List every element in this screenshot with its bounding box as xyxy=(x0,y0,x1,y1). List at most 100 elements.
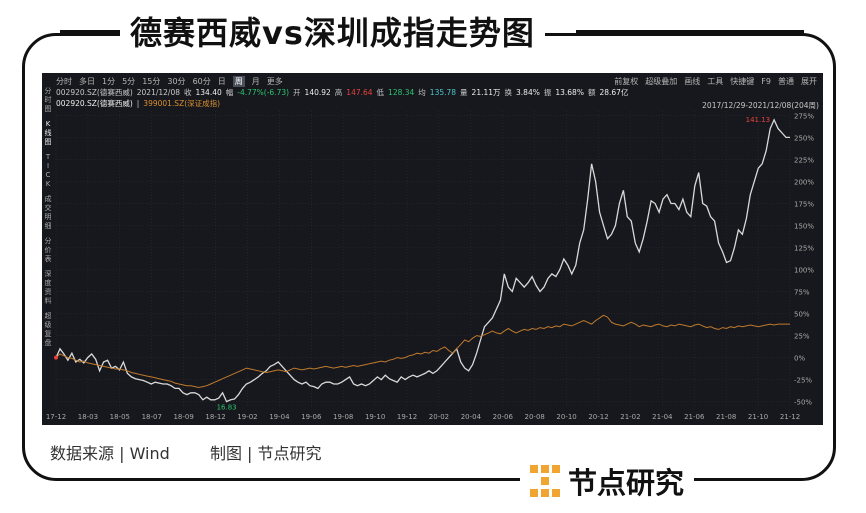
x-tick-label: 21-04 xyxy=(652,413,673,421)
turnover-label: 换 xyxy=(504,88,513,97)
x-tick-label: 21-02 xyxy=(620,413,640,421)
y-tick-label: 125% xyxy=(794,244,814,252)
left-sidebar: 分 时 图 K 线 图 T I C K 成 交 明 细分 价 表深 度 资 料超 级 … xyxy=(42,87,54,354)
turnover-value: 3.84% xyxy=(516,88,540,97)
toolbar-item[interactable]: 普通 xyxy=(778,77,794,86)
amplitude-label: 振 xyxy=(543,88,552,97)
amount-label: 额 xyxy=(587,88,596,97)
x-tick-label: 21-12 xyxy=(780,413,800,421)
y-tick-label: 200% xyxy=(794,178,814,186)
x-tick-label: 21-10 xyxy=(748,413,768,421)
brand-logo: 节点研究 xyxy=(520,458,695,504)
x-tick-label: 19-04 xyxy=(269,413,290,421)
x-tick-label: 18-09 xyxy=(173,413,193,421)
open-label: 开 xyxy=(293,88,301,97)
volume-label: 量 xyxy=(460,88,468,97)
y-tick-label: 150% xyxy=(794,222,814,230)
y-tick-label: 50% xyxy=(794,311,810,319)
page-title: 德赛西威vs深圳成指走势图 xyxy=(130,14,535,52)
brand-name: 节点研究 xyxy=(568,466,685,500)
toolbar-item[interactable]: 画线 xyxy=(684,77,701,86)
toolbar-item[interactable]: F9 xyxy=(761,77,771,86)
x-tick-label: 20-02 xyxy=(429,413,449,421)
avg-label: 均 xyxy=(418,88,426,97)
toolbar-item[interactable]: 展开 xyxy=(801,77,817,86)
date-range: 2017/12/29-2021/12/08(204周) xyxy=(702,101,819,110)
y-tick-label: 0% xyxy=(794,355,805,363)
max-value-label: 141.13 xyxy=(746,116,771,124)
maker-credit: 制图 | 节点研究 xyxy=(209,444,322,463)
y-tick-label: 100% xyxy=(794,267,814,275)
high-label: 高 xyxy=(334,88,343,97)
close-value: 134.40 xyxy=(195,88,222,97)
x-tick-label: 21-08 xyxy=(716,413,736,421)
x-tick-label: 19-06 xyxy=(301,413,322,421)
period-tab[interactable]: 周 xyxy=(232,76,245,87)
period-tab[interactable]: 1分 xyxy=(102,77,116,86)
x-tick-label: 20-04 xyxy=(461,413,482,421)
x-tick-label: 17-12 xyxy=(46,413,66,421)
legend-series-1[interactable]: 002920.SZ(德赛西威) xyxy=(56,99,133,108)
x-tick-label: 20-08 xyxy=(525,413,545,421)
x-tick-label: 19-02 xyxy=(237,413,257,421)
x-tick-label: 18-03 xyxy=(78,413,98,421)
period-tab[interactable]: 多日 xyxy=(79,77,95,86)
x-tick-label: 19-08 xyxy=(333,413,353,421)
y-tick-label: -50% xyxy=(794,399,812,407)
period-tab[interactable]: 更多 xyxy=(266,77,283,86)
sidebar-item[interactable]: 成 交 明 细 xyxy=(44,195,52,230)
change-value: -4.77%(-6.73) xyxy=(237,88,290,97)
footer: 数据来源 | Wind 制图 | 节点研究 xyxy=(50,440,322,464)
y-tick-label: 175% xyxy=(794,200,814,208)
low-label: 低 xyxy=(376,88,385,97)
period-tab[interactable]: 15分 xyxy=(142,77,161,86)
period-tab[interactable]: 分时 xyxy=(56,77,72,86)
low-value: 128.34 xyxy=(388,88,415,97)
legend-row: 002920.SZ(德赛西威) | 399001.SZ(深证成指) xyxy=(56,98,220,109)
brand-logo-icon xyxy=(530,465,560,497)
series-line-index xyxy=(55,314,790,389)
y-tick-label: 275% xyxy=(794,112,814,120)
y-tick-label: 25% xyxy=(794,333,810,341)
quote-date: 2021/12/08 xyxy=(136,88,180,97)
toolbar-item[interactable]: 超级叠加 xyxy=(645,77,678,86)
sidebar-item[interactable]: T I C K xyxy=(45,153,51,188)
title-line-left xyxy=(60,30,130,34)
amount-value: 28.67亿 xyxy=(599,88,629,97)
high-value: 147.64 xyxy=(346,88,373,97)
sidebar-item[interactable]: K 线 图 xyxy=(44,120,52,146)
source-credit: 数据来源 | Wind xyxy=(50,444,170,463)
sidebar-item[interactable]: 深 度 资 料 xyxy=(44,270,52,305)
line-chart: 275% 250% 225% 200% 175% 150% 125% 100% 75% 50% 25… xyxy=(46,111,814,421)
period-tab[interactable]: 日 xyxy=(217,77,226,86)
toolbar-item[interactable]: 快捷键 xyxy=(730,77,755,86)
sidebar-item[interactable]: 分 价 表 xyxy=(44,237,52,263)
legend-separator: | xyxy=(136,99,140,108)
period-tab[interactable]: 60分 xyxy=(192,77,211,86)
y-tick-label: 225% xyxy=(794,156,814,164)
quote-code: 002920.SZ(德赛西威) xyxy=(56,88,133,97)
chart-panel: 分时 多日 1分 5分 15分 30分 60分日周月更多 前复权 超级叠加 画线 工具 快捷键 F9 普… xyxy=(42,73,823,425)
y-tick-label: 75% xyxy=(794,289,810,297)
period-tab[interactable]: 月 xyxy=(251,77,260,86)
x-tick-label: 20-06 xyxy=(493,413,514,421)
toolbar-item[interactable]: 前复权 xyxy=(614,77,639,86)
quote-row: 002920.SZ(德赛西威) 2021/12/08 收 134.40 幅 -4… xyxy=(56,87,628,98)
period-toolbar: 分时 多日 1分 5分 15分 30分 60分日周月更多 xyxy=(56,73,283,90)
x-tick-label: 20-10 xyxy=(556,413,576,421)
x-tick-label: 18-07 xyxy=(142,413,162,421)
x-tick-label: 18-05 xyxy=(110,413,130,421)
sidebar-item[interactable]: 超 级 复 盘 xyxy=(44,312,52,347)
series-line-stock xyxy=(55,118,790,403)
period-tab[interactable]: 5分 xyxy=(122,77,136,86)
min-value-label: 16.83 xyxy=(217,404,237,412)
close-label: 收 xyxy=(184,88,192,97)
sidebar-item[interactable]: 分 时 图 xyxy=(44,87,52,113)
toolbar-item[interactable]: 工具 xyxy=(707,77,724,86)
x-tick-label: 21-06 xyxy=(684,413,705,421)
amplitude-value: 13.68% xyxy=(555,88,584,97)
right-toolbar: 前复权 超级叠加 画线 工具 快捷键 F9 普通 展开 xyxy=(614,73,817,90)
period-tab[interactable]: 30分 xyxy=(167,77,186,86)
x-tick-label: 20-12 xyxy=(588,413,608,421)
legend-series-2[interactable]: 399001.SZ(深证成指) xyxy=(143,99,221,108)
